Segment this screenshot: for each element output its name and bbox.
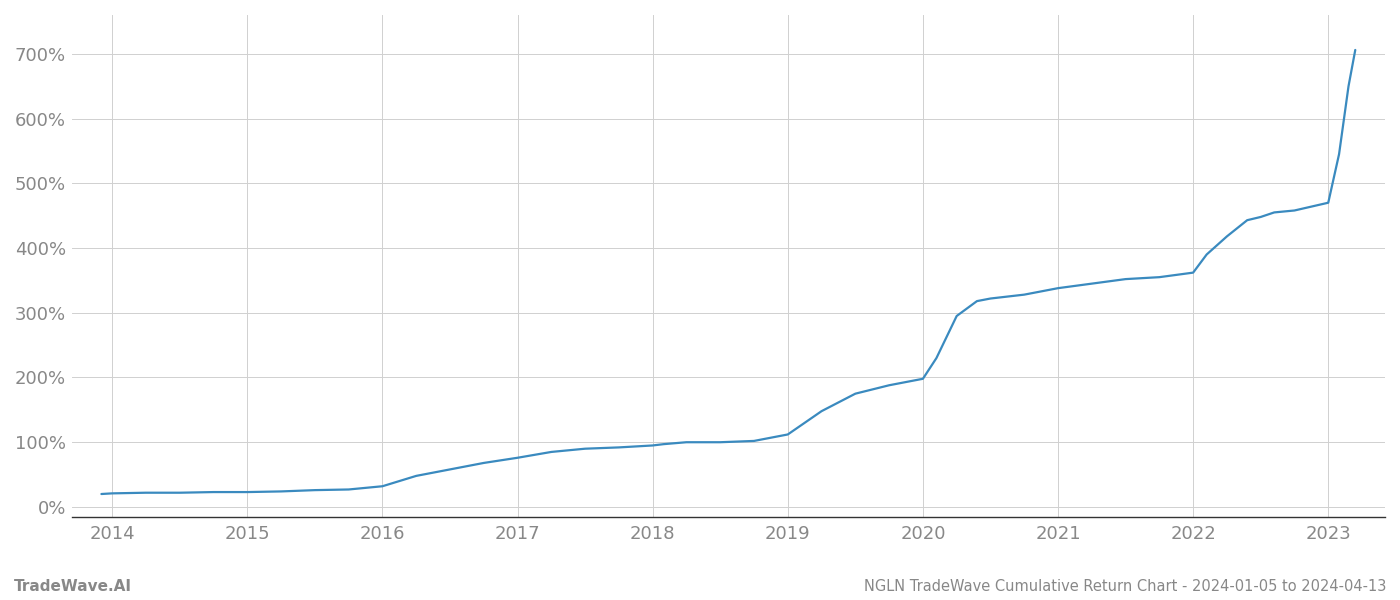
- Text: NGLN TradeWave Cumulative Return Chart - 2024-01-05 to 2024-04-13: NGLN TradeWave Cumulative Return Chart -…: [864, 579, 1386, 594]
- Text: TradeWave.AI: TradeWave.AI: [14, 579, 132, 594]
